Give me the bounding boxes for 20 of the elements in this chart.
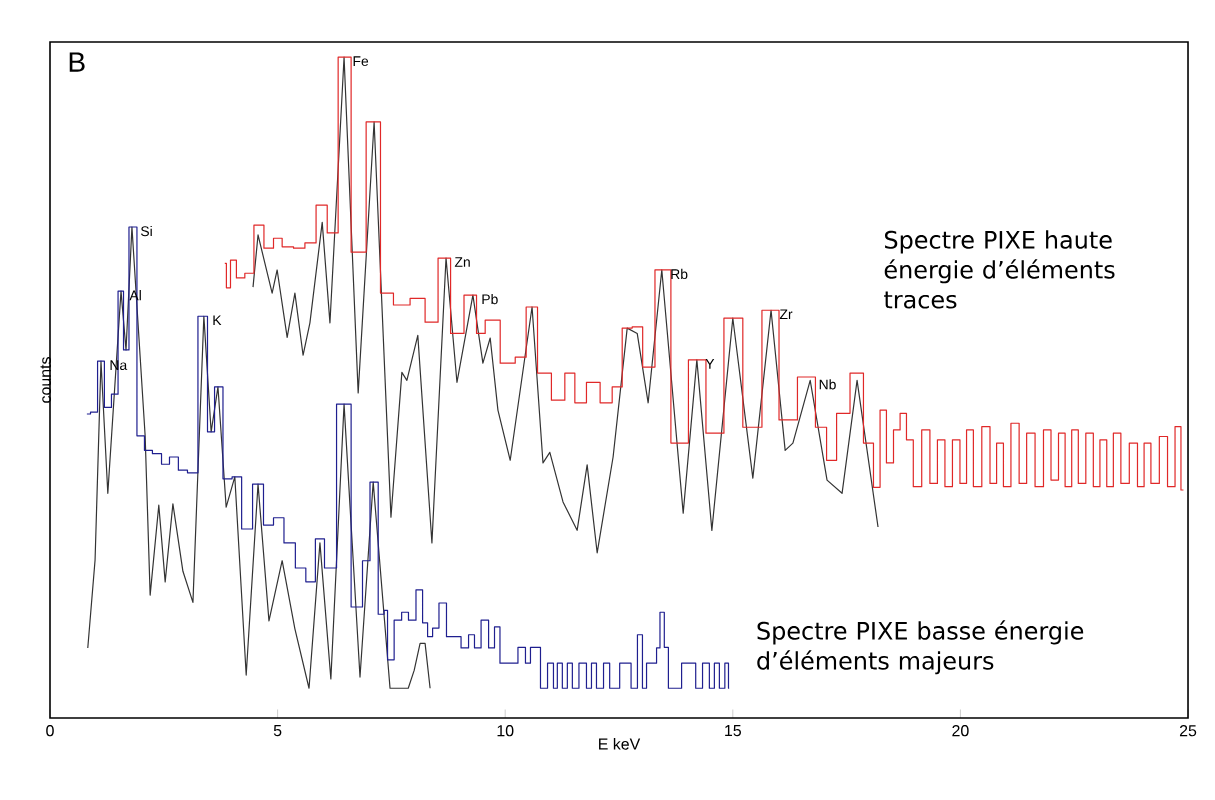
annotation: Zr <box>779 309 793 320</box>
series-label: Spectre PIXE basse énergie d’éléments majeurs <box>757 620 1084 675</box>
annotation: Fe <box>353 56 369 67</box>
x-tick-label: 25 <box>1179 725 1197 737</box>
y-axis-title: counts <box>40 357 51 403</box>
annotation: Rb <box>671 268 688 280</box>
x-tick-label: 20 <box>952 725 969 737</box>
annotation: Nb <box>819 379 836 390</box>
annotation: Y <box>705 359 715 369</box>
annotation: Zn <box>454 257 470 267</box>
annotation: K <box>213 315 222 326</box>
annotation: B <box>69 52 85 72</box>
annotation: Pb <box>482 293 498 305</box>
x-tick-label: 0 <box>46 725 54 737</box>
x-tick-label: 5 <box>273 725 282 737</box>
text: Spectre PIXE haute énergie d’éléments traces <box>884 230 1115 309</box>
annotation: Si <box>140 225 152 237</box>
x-axis-title: E keV <box>599 737 641 750</box>
x-tick-label: 15 <box>725 725 741 737</box>
x-tick-label: 10 <box>497 725 514 737</box>
